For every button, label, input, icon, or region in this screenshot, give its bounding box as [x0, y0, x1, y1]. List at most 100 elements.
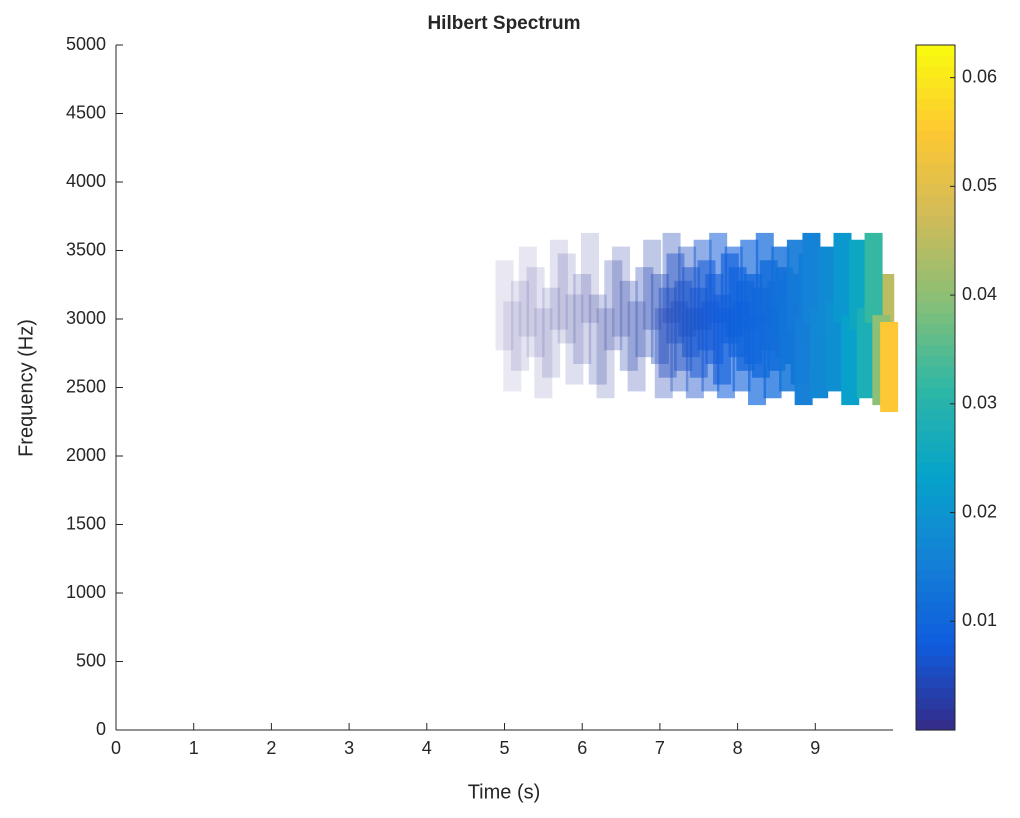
spectrum-point — [542, 287, 561, 378]
spectrum-point — [880, 321, 899, 412]
spectrum-point — [662, 232, 681, 323]
spectrum-point — [833, 232, 852, 323]
spectrum-point — [825, 301, 844, 392]
spectrum-point — [495, 260, 514, 351]
spectrum-point — [666, 253, 685, 344]
spectrum-point — [849, 239, 868, 330]
colorbar-swatch — [916, 601, 955, 613]
spectrum-point — [588, 294, 607, 385]
colorbar-swatch — [916, 98, 955, 110]
colorbar-swatch — [916, 526, 955, 538]
colorbar-swatch — [916, 141, 955, 153]
x-tick-label: 7 — [655, 738, 665, 758]
y-tick-label: 500 — [76, 650, 106, 670]
colorbar-swatch — [916, 398, 955, 410]
spectrum-point — [534, 308, 553, 399]
colorbar-swatch — [916, 505, 955, 517]
colorbar-swatch — [916, 687, 955, 699]
colorbar-swatch — [916, 408, 955, 421]
colorbar-swatch — [916, 419, 955, 431]
x-axis-label: Time (s) — [468, 781, 541, 803]
x-tick-label: 0 — [111, 738, 121, 758]
colorbar-swatch — [916, 312, 955, 324]
spectrum-point — [580, 232, 599, 323]
spectrum-point — [650, 274, 669, 364]
colorbar-swatch — [916, 548, 955, 560]
colorbar-swatch — [916, 152, 955, 164]
colorbar-swatch — [916, 216, 955, 228]
colorbar-swatch — [916, 77, 955, 89]
y-tick-label: 5000 — [66, 34, 106, 54]
spectrum-point — [841, 315, 860, 406]
colorbar-tick-label: 0.01 — [962, 610, 997, 630]
spectrum-point — [856, 308, 875, 399]
colorbar-swatch — [916, 184, 955, 196]
y-tick-label: 3000 — [66, 308, 106, 328]
colorbar-swatch — [916, 676, 955, 688]
colorbar-swatch — [916, 109, 955, 121]
colorbar-swatch — [916, 280, 955, 292]
colorbar-swatch — [916, 55, 955, 68]
x-tick-label: 2 — [266, 738, 276, 758]
colorbar-swatch — [916, 87, 955, 100]
colorbar-swatch — [916, 655, 955, 667]
colorbar-swatch — [916, 462, 955, 474]
spectrum-point — [635, 267, 654, 358]
spectrum-point — [619, 280, 638, 371]
colorbar-swatch — [916, 590, 955, 603]
spectrum-point — [565, 294, 584, 385]
colorbar-swatch — [916, 130, 955, 142]
colorbar-swatch — [916, 194, 955, 207]
y-tick-label: 1500 — [66, 513, 106, 533]
y-tick-label: 2500 — [66, 376, 106, 396]
spectrum-point — [549, 239, 568, 330]
colorbar-swatch — [916, 226, 955, 239]
colorbar-swatch — [916, 719, 955, 731]
colorbar-swatch — [916, 430, 955, 442]
spectrum-point — [627, 301, 646, 392]
colorbar-swatch — [916, 248, 955, 260]
y-tick-label: 0 — [96, 719, 106, 739]
colorbar-swatch — [916, 45, 955, 57]
y-tick-label: 1000 — [66, 582, 106, 602]
spectrum-point — [802, 232, 821, 323]
colorbar-swatch — [916, 622, 955, 635]
colorbar-tick-label: 0.02 — [962, 501, 997, 521]
spectrum-point — [748, 315, 767, 406]
spectrum-point — [755, 232, 774, 323]
spectrum-point — [612, 246, 631, 337]
colorbar-swatch — [916, 291, 955, 303]
spectrum-point — [685, 308, 704, 399]
colorbar-swatch — [916, 580, 955, 592]
colorbar-tick-label: 0.03 — [962, 393, 997, 413]
colorbar-swatch — [916, 665, 955, 678]
colorbar-swatch — [916, 633, 955, 645]
spectrum-point — [511, 280, 530, 371]
x-tick-label: 9 — [810, 738, 820, 758]
spectrum-point — [678, 246, 697, 337]
spectrum-point — [573, 274, 592, 364]
colorbar-swatch — [916, 494, 955, 506]
colorbar-swatch — [916, 301, 955, 314]
colorbar-tick-label: 0.05 — [962, 175, 997, 195]
colorbar-swatch — [916, 473, 955, 485]
spectrum-point — [604, 260, 623, 351]
colorbar-swatch — [916, 708, 955, 720]
colorbar-swatch — [916, 205, 955, 217]
colorbar-swatch — [916, 162, 955, 175]
colorbar-swatch — [916, 376, 955, 389]
colorbar-swatch — [916, 355, 955, 367]
spectrum-point — [557, 253, 576, 344]
colorbar-swatch — [916, 451, 955, 464]
colorbar-swatch — [916, 237, 955, 249]
colorbar-swatch — [916, 269, 955, 282]
colorbar-swatch — [916, 323, 955, 335]
colorbar-swatch — [916, 441, 955, 453]
colorbar-swatch — [916, 612, 955, 624]
spectrum-point — [794, 315, 813, 406]
y-tick-label: 4500 — [66, 102, 106, 122]
colorbar-swatch — [916, 366, 955, 378]
spectrum-point — [526, 267, 545, 358]
colorbar-swatch — [916, 515, 955, 528]
